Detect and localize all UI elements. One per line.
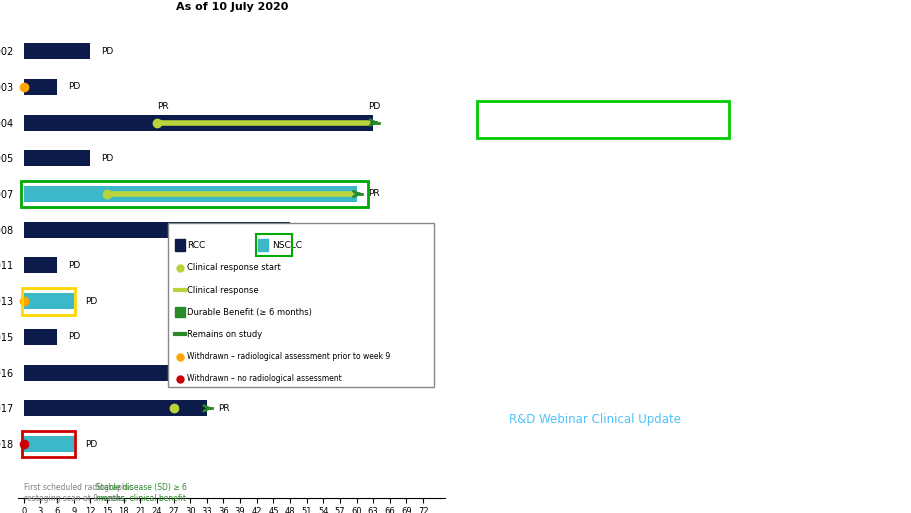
Text: PR: PR: [218, 404, 230, 413]
Text: PD: PD: [68, 82, 80, 91]
Text: •  Ongoing durable stable diseases: • Ongoing durable stable diseases: [487, 208, 695, 221]
Text: PD: PD: [101, 154, 114, 163]
Text: Stable disease (SD) ≥ 6
months, clinical benefit: Stable disease (SD) ≥ 6 months, clinical…: [96, 483, 187, 503]
Text: First-in-class proof of concept clinical data: First-in-class proof of concept clinical…: [487, 49, 786, 62]
Bar: [256, 234, 292, 256]
Text: •  Demonstrated clinical benefit in RCC: • Demonstrated clinical benefit in RCC: [487, 92, 720, 106]
Bar: [24, 436, 74, 452]
Text: –  No increase of immune-related
    adverse events as seen with ICIs: – No increase of immune-related adverse …: [509, 336, 705, 358]
Text: Withdrawn – radiological assessment prior to week 9: Withdrawn – radiological assessment prio…: [187, 352, 390, 361]
Bar: [24, 150, 90, 166]
Text: •  Strong safety profile for MRx0518: • Strong safety profile for MRx0518: [487, 237, 701, 250]
Text: •  To date, ORR 25% (3/12), clinical benefit
    33% (4/12).  Both potential to : • To date, ORR 25% (3/12), clinical bene…: [487, 163, 741, 190]
Text: PD: PD: [68, 332, 80, 341]
Text: •  PR signal in EGFRₘᵤₜ NSCLC: • PR signal in EGFRₘᵤₜ NSCLC: [487, 126, 664, 140]
Text: PR: PR: [367, 189, 379, 199]
Bar: [258, 239, 268, 251]
Text: R&D Webinar Clinical Update: R&D Webinar Clinical Update: [509, 413, 681, 426]
Text: PD: PD: [367, 102, 380, 111]
Bar: [22, 430, 76, 458]
Text: RCC: RCC: [187, 241, 206, 249]
Bar: [24, 79, 57, 95]
Text: SD: SD: [201, 368, 214, 377]
Text: PD: PD: [101, 47, 114, 55]
Bar: [24, 293, 74, 309]
Bar: [168, 223, 434, 387]
Text: 5 June 2020: 5 June 2020: [729, 413, 803, 426]
Text: •  CSO Dr. Alex Stevenson discusses results in: • CSO Dr. Alex Stevenson discusses resul…: [487, 382, 760, 395]
Text: –  No drug-related SAEs: – No drug-related SAEs: [509, 266, 640, 276]
Text: Clinical response: Clinical response: [187, 286, 259, 294]
Bar: [175, 239, 184, 251]
Bar: [24, 186, 356, 202]
Text: Clinical response start: Clinical response start: [187, 264, 281, 272]
Text: SD: SD: [301, 225, 313, 234]
Text: Remains on study: Remains on study: [187, 330, 262, 339]
Text: Withdrawn – no radiological assessment: Withdrawn – no radiological assessment: [187, 374, 342, 383]
Bar: [175, 307, 184, 317]
Bar: [24, 329, 57, 345]
Bar: [22, 288, 76, 314]
Bar: [24, 258, 57, 273]
Bar: [24, 114, 373, 131]
Bar: [24, 222, 290, 238]
Text: NSCLC: NSCLC: [271, 241, 302, 249]
Text: Durable Benefit (≥ 6 months): Durable Benefit (≥ 6 months): [187, 308, 312, 317]
Bar: [24, 43, 90, 59]
Text: –  No treatment-related drug
    discontinuation: – No treatment-related drug discontinuat…: [509, 295, 670, 317]
Title: Duration of Treatment (weeks)
As of 10 July 2020: Duration of Treatment (weeks) As of 10 J…: [135, 0, 328, 12]
Bar: [24, 400, 207, 417]
Text: PD: PD: [68, 261, 80, 270]
Text: First scheduled radiographic
restaging scan at 9 weeks.: First scheduled radiographic restaging s…: [24, 483, 133, 503]
Text: PR: PR: [157, 102, 169, 111]
Bar: [21, 181, 367, 207]
Text: PD: PD: [85, 440, 97, 448]
Bar: [24, 365, 190, 381]
Text: PD: PD: [85, 297, 97, 306]
